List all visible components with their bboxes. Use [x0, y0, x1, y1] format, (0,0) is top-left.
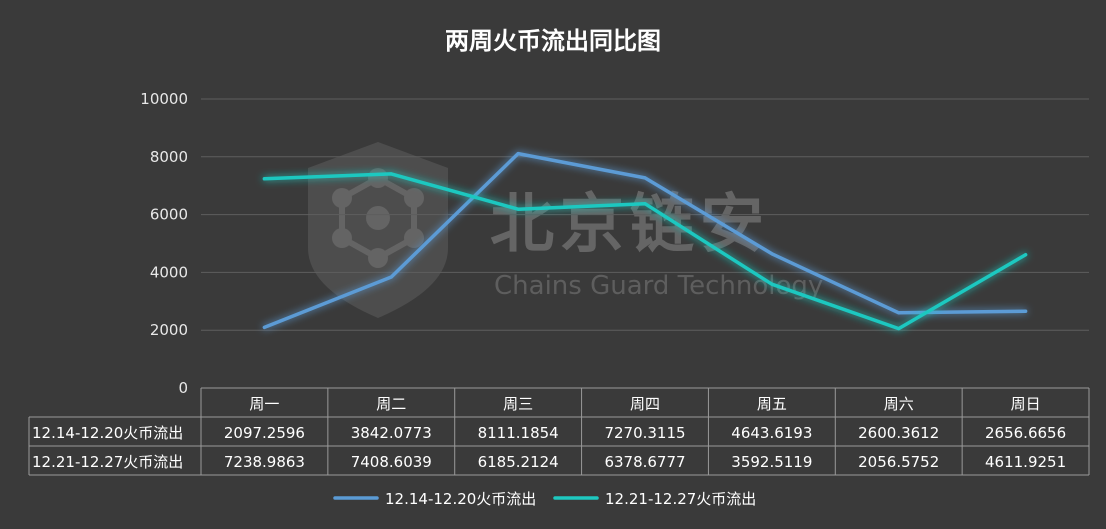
- y-tick-label: 2000: [150, 321, 188, 339]
- data-point: [262, 177, 266, 181]
- table-value-cell: 7408.6039: [351, 453, 432, 471]
- table-value-cell: 8111.1854: [478, 424, 559, 442]
- data-point: [516, 152, 520, 156]
- series-layer: [262, 151, 1028, 331]
- table-value-cell: 7238.9863: [224, 453, 305, 471]
- table-value-cell: 7270.3115: [604, 424, 685, 442]
- data-point: [389, 172, 393, 176]
- data-point: [770, 252, 774, 256]
- watermark-name-cn: 北京链安: [490, 188, 770, 262]
- data-point: [643, 176, 647, 180]
- x-category-label: 周四: [630, 395, 660, 413]
- y-tick-label: 10000: [140, 90, 188, 108]
- y-axis: 0 2000 4000 6000 8000 10000: [140, 90, 188, 397]
- table-value-cell: 4611.9251: [985, 453, 1066, 471]
- x-category-label: 周二: [376, 395, 406, 413]
- table-value-cell: 2656.6656: [985, 424, 1066, 442]
- shield-hexagon-logo-icon: [308, 142, 448, 318]
- x-category-label: 周一: [249, 395, 279, 413]
- data-point: [1024, 253, 1028, 257]
- data-table: 周一 周二 周三 周四 周五 周六 周日 12.14-12.20火币流出 2097.2596 38…: [28, 387, 1090, 476]
- table-value-cell: 2600.3612: [858, 424, 939, 442]
- watermark: 北京链安 Chains Guard Technology: [308, 142, 823, 318]
- y-tick-label: 8000: [150, 148, 188, 166]
- x-category-label: 周三: [503, 395, 533, 413]
- data-point: [389, 275, 393, 279]
- table-series-name: 12.14-12.20火币流出: [32, 424, 183, 442]
- data-point: [643, 202, 647, 206]
- x-category-label: 周五: [757, 395, 787, 413]
- table-value-cell: 6378.6777: [604, 453, 685, 471]
- grid-lines: [201, 98, 1089, 331]
- legend-label: 12.21-12.27火币流出: [605, 490, 756, 508]
- data-point: [770, 282, 774, 286]
- table-series-name: 12.21-12.27火币流出: [32, 453, 183, 471]
- data-point: [897, 311, 901, 315]
- data-point: [262, 325, 266, 329]
- watermark-name-en: Chains Guard Technology: [494, 271, 823, 301]
- table-value-cell: 3592.5119: [731, 453, 812, 471]
- data-point: [1024, 309, 1028, 313]
- chart-title: 两周火币流出同比图: [445, 26, 661, 55]
- x-category-label: 周六: [884, 395, 914, 413]
- data-point: [897, 327, 901, 331]
- legend: 12.14-12.20火币流出 12.21-12.27火币流出: [333, 490, 756, 508]
- y-tick-label: 0: [178, 379, 188, 397]
- y-tick-label: 6000: [150, 206, 188, 224]
- x-category-label: 周日: [1011, 395, 1041, 413]
- y-tick-label: 4000: [150, 263, 188, 281]
- table-value-cell: 2097.2596: [224, 424, 305, 442]
- table-value-cell: 2056.5752: [858, 453, 939, 471]
- table-value-cell: 6185.2124: [478, 453, 559, 471]
- table-value-cell: 3842.0773: [351, 424, 432, 442]
- legend-label: 12.14-12.20火币流出: [385, 490, 536, 508]
- table-value-cell: 4643.6193: [731, 424, 812, 442]
- data-point: [516, 207, 520, 211]
